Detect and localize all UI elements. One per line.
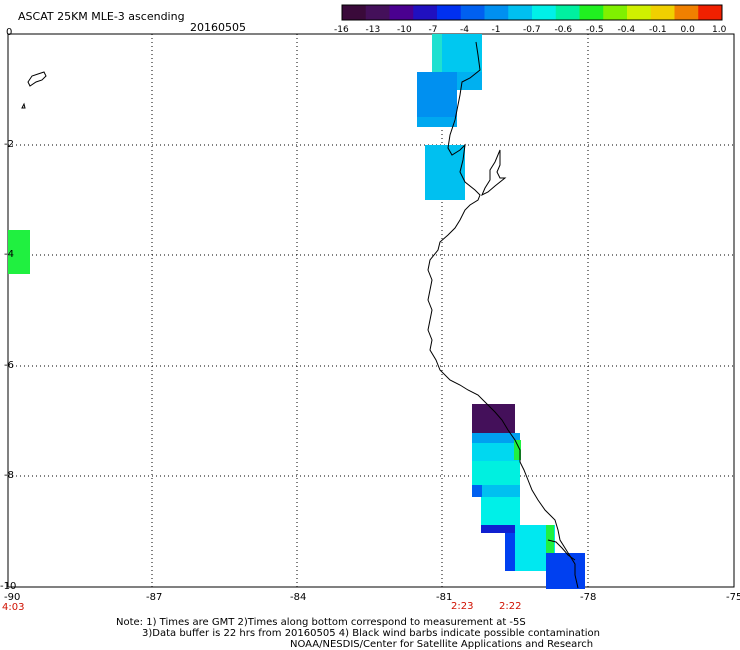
y-tick-label: -10	[0, 581, 17, 592]
y-tick-label: 0	[6, 27, 13, 38]
colorbar-segment	[365, 5, 390, 20]
product-date: 20160505	[190, 21, 246, 34]
colorbar-label: -7	[428, 25, 438, 35]
data-cell	[514, 440, 521, 460]
data-cell	[482, 485, 520, 497]
colorbar-label: -1	[491, 25, 501, 35]
colorbar-segment	[627, 5, 652, 20]
colorbar-label: -0.1	[649, 25, 667, 35]
x-tick-label: -75	[726, 592, 740, 603]
data-cell	[481, 497, 520, 525]
colorbar	[341, 4, 723, 21]
product-title: ASCAT 25KM MLE-3 ascending	[18, 10, 185, 23]
data-cell	[432, 34, 442, 72]
x-tick-label: -87	[146, 592, 163, 603]
coastline	[21, 41, 579, 589]
credit-line: NOAA/NESDIS/Center for Satellite Applica…	[290, 639, 594, 650]
x-tick-label: -81	[436, 592, 453, 603]
colorbar-segment	[484, 5, 509, 20]
data-cell	[417, 117, 457, 127]
time-label: 4:03	[2, 602, 25, 613]
mle-swaths	[8, 34, 585, 589]
x-tick-label: -90	[4, 592, 21, 603]
colorbar-segment	[698, 5, 723, 20]
y-tick-label: -6	[4, 360, 14, 371]
y-tick-label: -2	[4, 139, 14, 150]
x-tick-label: -84	[290, 592, 307, 603]
colorbar-segment	[508, 5, 533, 20]
data-cell	[472, 485, 482, 497]
colorbar-segment	[674, 5, 699, 20]
colorbar-segment	[555, 5, 580, 20]
colorbar-segment	[579, 5, 604, 20]
colorbar-segment	[532, 5, 557, 20]
colorbar-segment	[389, 5, 414, 20]
colorbar-label: -13	[365, 25, 381, 35]
colorbar-label: 0.0	[680, 25, 695, 35]
colorbar-segment	[603, 5, 628, 20]
colorbar-segment	[650, 5, 675, 20]
colorbar-label: -0.4	[617, 25, 636, 35]
data-cell	[8, 230, 30, 274]
time-label: 2:22	[499, 601, 522, 612]
data-cell	[472, 443, 520, 461]
plot-frame	[7, 33, 735, 588]
data-cell	[481, 525, 516, 533]
data-cell	[472, 461, 520, 489]
colorbar-segment	[437, 5, 462, 20]
data-cell	[505, 533, 515, 571]
note-line: 3)Data buffer is 22 hrs from 20160505 4)…	[142, 628, 600, 639]
colorbar-label: -16	[334, 25, 349, 35]
colorbar-label: -0.6	[554, 25, 573, 35]
x-tick-label: -78	[580, 592, 597, 603]
y-tick-label: -8	[4, 470, 14, 481]
colorbar-label: -0.7	[523, 25, 541, 35]
note-line: Note: 1) Times are GMT 2)Times along bot…	[116, 617, 526, 628]
data-cell	[472, 433, 520, 443]
colorbar-label: -0.5	[586, 25, 604, 35]
data-cell	[472, 404, 515, 433]
colorbar-segment	[342, 5, 367, 20]
data-cell	[425, 145, 465, 200]
grid	[8, 34, 734, 587]
data-cell	[546, 525, 554, 553]
colorbar-label: 1.0	[712, 25, 727, 35]
colorbar-label: -4	[460, 25, 469, 35]
y-tick-label: -4	[4, 249, 14, 260]
colorbar-segment	[460, 5, 485, 20]
time-label: 2:23	[451, 601, 474, 612]
data-cell	[546, 553, 585, 589]
colorbar-label: -10	[397, 25, 412, 35]
colorbar-segment	[413, 5, 438, 20]
